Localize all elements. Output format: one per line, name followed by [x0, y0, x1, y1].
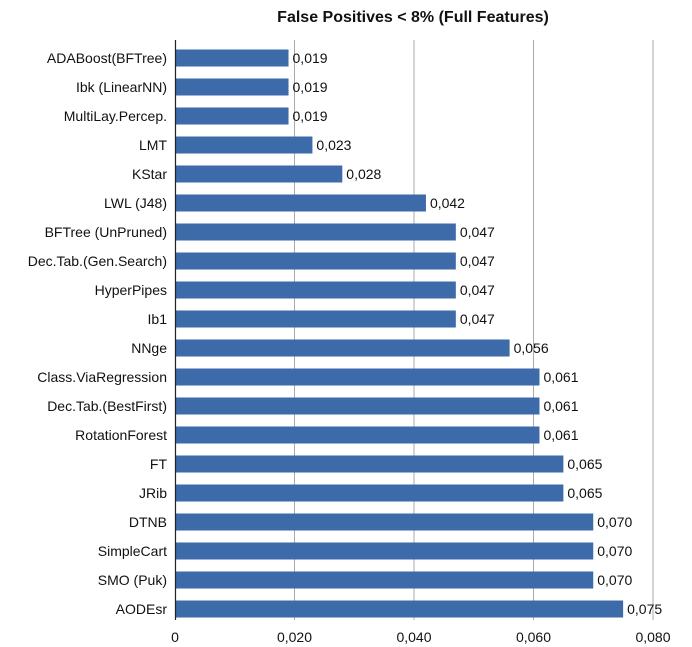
bar: [176, 455, 564, 473]
bar: [176, 107, 289, 125]
category-label: ADABoost(BFTree): [47, 50, 167, 66]
bars: [176, 49, 624, 618]
data-label: 0,061: [543, 427, 578, 443]
bar: [176, 542, 594, 560]
data-label: 0,019: [293, 79, 328, 95]
bar: [176, 49, 289, 67]
grid-lines: [294, 40, 654, 620]
data-label: 0,065: [567, 456, 602, 472]
category-label: KStar: [132, 166, 167, 182]
x-tick-label: 0,040: [396, 629, 431, 645]
category-label: AODEsr: [116, 601, 168, 617]
x-tick-label: 0,080: [635, 629, 670, 645]
data-label: 0,056: [514, 340, 549, 356]
labels: 0 0,020 0,040 0,060 0,080 ADABoost(BFTree) 0,0…: [28, 50, 671, 645]
category-label: LMT: [139, 137, 167, 153]
bar: [176, 484, 564, 502]
category-label: SMO (Puk): [98, 572, 167, 588]
data-label: 0,070: [597, 514, 632, 530]
bar: [176, 513, 594, 531]
category-label: NNge: [131, 340, 167, 356]
category-label: Ib1: [148, 311, 168, 327]
bar: [176, 194, 426, 212]
data-label: 0,047: [460, 282, 495, 298]
bar: [176, 368, 540, 386]
category-label: SimpleCart: [98, 543, 167, 559]
category-label: Ibk (LinearNN): [76, 79, 167, 95]
bar: [176, 136, 313, 154]
data-label: 0,019: [293, 108, 328, 124]
bar: [176, 426, 540, 444]
data-label: 0,047: [460, 311, 495, 327]
category-label: RotationForest: [75, 427, 167, 443]
data-label: 0,061: [543, 398, 578, 414]
data-label: 0,075: [627, 601, 662, 617]
bar: [176, 600, 624, 618]
category-label: LWL (J48): [104, 195, 167, 211]
category-label: DTNB: [129, 514, 167, 530]
x-tick-label: 0: [171, 629, 179, 645]
x-tick-label: 0,060: [516, 629, 551, 645]
data-label: 0,065: [567, 485, 602, 501]
data-label: 0,047: [460, 224, 495, 240]
data-label: 0,047: [460, 253, 495, 269]
bar: [176, 165, 343, 183]
data-label: 0,028: [346, 166, 381, 182]
data-label: 0,070: [597, 543, 632, 559]
bar: [176, 339, 510, 357]
category-label: JRib: [139, 485, 167, 501]
data-label: 0,070: [597, 572, 632, 588]
data-label: 0,019: [293, 50, 328, 66]
data-label: 0,061: [543, 369, 578, 385]
bar: [176, 397, 540, 415]
bar: [176, 223, 456, 241]
x-tick-label: 0,020: [277, 629, 312, 645]
category-label: HyperPipes: [95, 282, 167, 298]
category-label: Dec.Tab.(BestFirst): [47, 398, 167, 414]
category-label: Dec.Tab.(Gen.Search): [28, 253, 167, 269]
bar: [176, 78, 289, 96]
category-label: Class.ViaRegression: [37, 369, 167, 385]
chart-title: False Positives < 8% (Full Features): [277, 9, 549, 26]
bar: [176, 310, 456, 328]
category-label: FT: [150, 456, 168, 472]
bar: [176, 571, 594, 589]
bar: [176, 252, 456, 270]
data-label: 0,023: [316, 137, 351, 153]
data-label: 0,042: [430, 195, 465, 211]
bar: [176, 281, 456, 299]
category-label: MultiLay.Percep.: [64, 108, 167, 124]
category-label: BFTree (UnPruned): [45, 224, 167, 240]
